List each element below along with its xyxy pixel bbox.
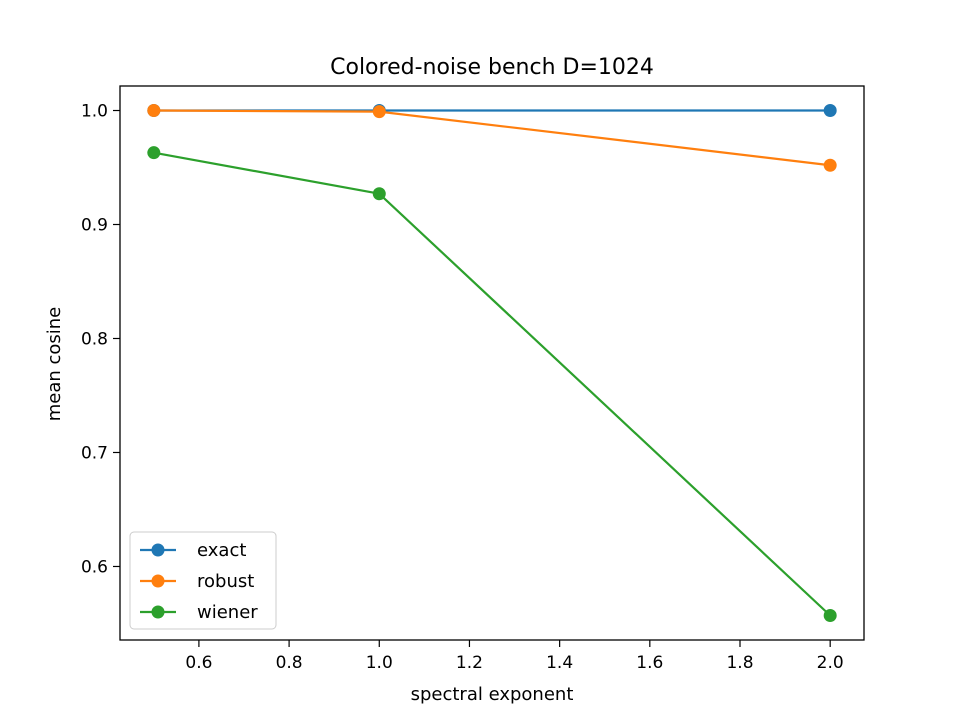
legend-item-wiener: wiener	[140, 602, 258, 623]
x-tick-label: 1.8	[726, 653, 753, 673]
data-point-robust	[823, 158, 837, 172]
legend-label: exact	[197, 540, 246, 561]
data-point-robust	[372, 105, 386, 119]
legend-marker	[151, 543, 165, 557]
y-tick-label: 0.8	[81, 329, 108, 349]
y-tick-label: 1.0	[81, 102, 108, 122]
legend-item-robust: robust	[140, 571, 254, 592]
x-tick-label: 0.6	[185, 653, 212, 673]
y-tick-label: 0.7	[81, 443, 108, 463]
y-tick-label: 0.6	[81, 557, 108, 577]
data-point-wiener	[147, 146, 161, 160]
x-tick-label: 1.4	[546, 653, 573, 673]
x-axis-label: spectral exponent	[411, 684, 574, 705]
legend-marker	[151, 605, 165, 619]
x-tick-label: 1.6	[636, 653, 663, 673]
x-tick-label: 2.0	[817, 653, 844, 673]
data-point-wiener	[372, 187, 386, 201]
x-tick-label: 1.0	[366, 653, 393, 673]
legend-marker	[151, 574, 165, 588]
y-tick-label: 0.9	[81, 216, 108, 236]
plot-area: 0.6 0.8 1.0 1.2 1.4 1.6 1.8 2.0 0.6 0.7 0.8 0.9 1.0 e…	[81, 85, 865, 673]
legend-label: wiener	[197, 602, 258, 623]
plot-frame	[119, 85, 865, 641]
y-axis-label: mean cosine	[44, 307, 65, 422]
x-tick-label: 0.8	[276, 653, 303, 673]
legend: exact robust wiener	[129, 531, 277, 630]
legend-item-exact: exact	[140, 540, 246, 561]
data-point-robust	[147, 104, 161, 118]
chart-title: Colored-noise bench D=1024	[330, 55, 654, 80]
data-point-exact	[823, 104, 837, 118]
legend-box	[129, 531, 277, 630]
x-tick-label: 1.2	[456, 653, 483, 673]
legend-label: robust	[197, 571, 254, 592]
data-point-wiener	[823, 608, 837, 622]
